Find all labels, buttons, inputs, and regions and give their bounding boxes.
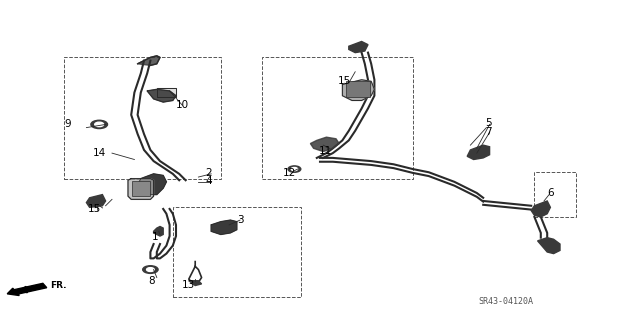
Bar [262, 57, 413, 179]
Text: 8: 8 [148, 276, 155, 286]
Polygon shape [467, 145, 490, 160]
Polygon shape [138, 174, 166, 195]
Polygon shape [310, 137, 339, 152]
Bar [64, 57, 221, 179]
Text: SR43-04120A: SR43-04120A [478, 297, 533, 306]
Text: 7: 7 [485, 127, 492, 137]
Text: 15: 15 [88, 204, 101, 214]
Text: 5: 5 [485, 118, 492, 128]
Circle shape [147, 268, 154, 271]
Text: 6: 6 [547, 188, 554, 198]
Circle shape [91, 120, 108, 129]
Polygon shape [157, 88, 176, 97]
Polygon shape [342, 80, 374, 100]
Bar [132, 181, 150, 196]
Bar [346, 81, 370, 97]
FancyArrow shape [7, 283, 47, 295]
Circle shape [95, 122, 104, 127]
Polygon shape [138, 56, 160, 65]
Text: 11: 11 [319, 146, 332, 156]
Circle shape [143, 266, 158, 273]
Polygon shape [211, 220, 237, 234]
Bar [173, 207, 301, 297]
Text: 3: 3 [237, 215, 244, 225]
Polygon shape [189, 281, 202, 286]
Circle shape [291, 167, 298, 171]
Text: 15: 15 [338, 76, 351, 86]
Polygon shape [349, 41, 368, 53]
Text: 12: 12 [284, 168, 296, 178]
Polygon shape [538, 238, 560, 254]
Text: 9: 9 [64, 119, 70, 130]
Text: 1: 1 [152, 232, 159, 242]
Polygon shape [154, 226, 163, 236]
Text: 14: 14 [93, 148, 106, 158]
Text: 2: 2 [205, 168, 212, 178]
Text: 10: 10 [176, 100, 189, 110]
Text: 4: 4 [205, 176, 212, 186]
Polygon shape [128, 179, 154, 199]
Polygon shape [86, 195, 106, 207]
Bar [534, 172, 576, 217]
Text: 13: 13 [182, 279, 195, 290]
Polygon shape [147, 89, 176, 102]
Circle shape [288, 166, 301, 172]
Polygon shape [531, 201, 550, 217]
Text: FR.: FR. [50, 281, 67, 290]
